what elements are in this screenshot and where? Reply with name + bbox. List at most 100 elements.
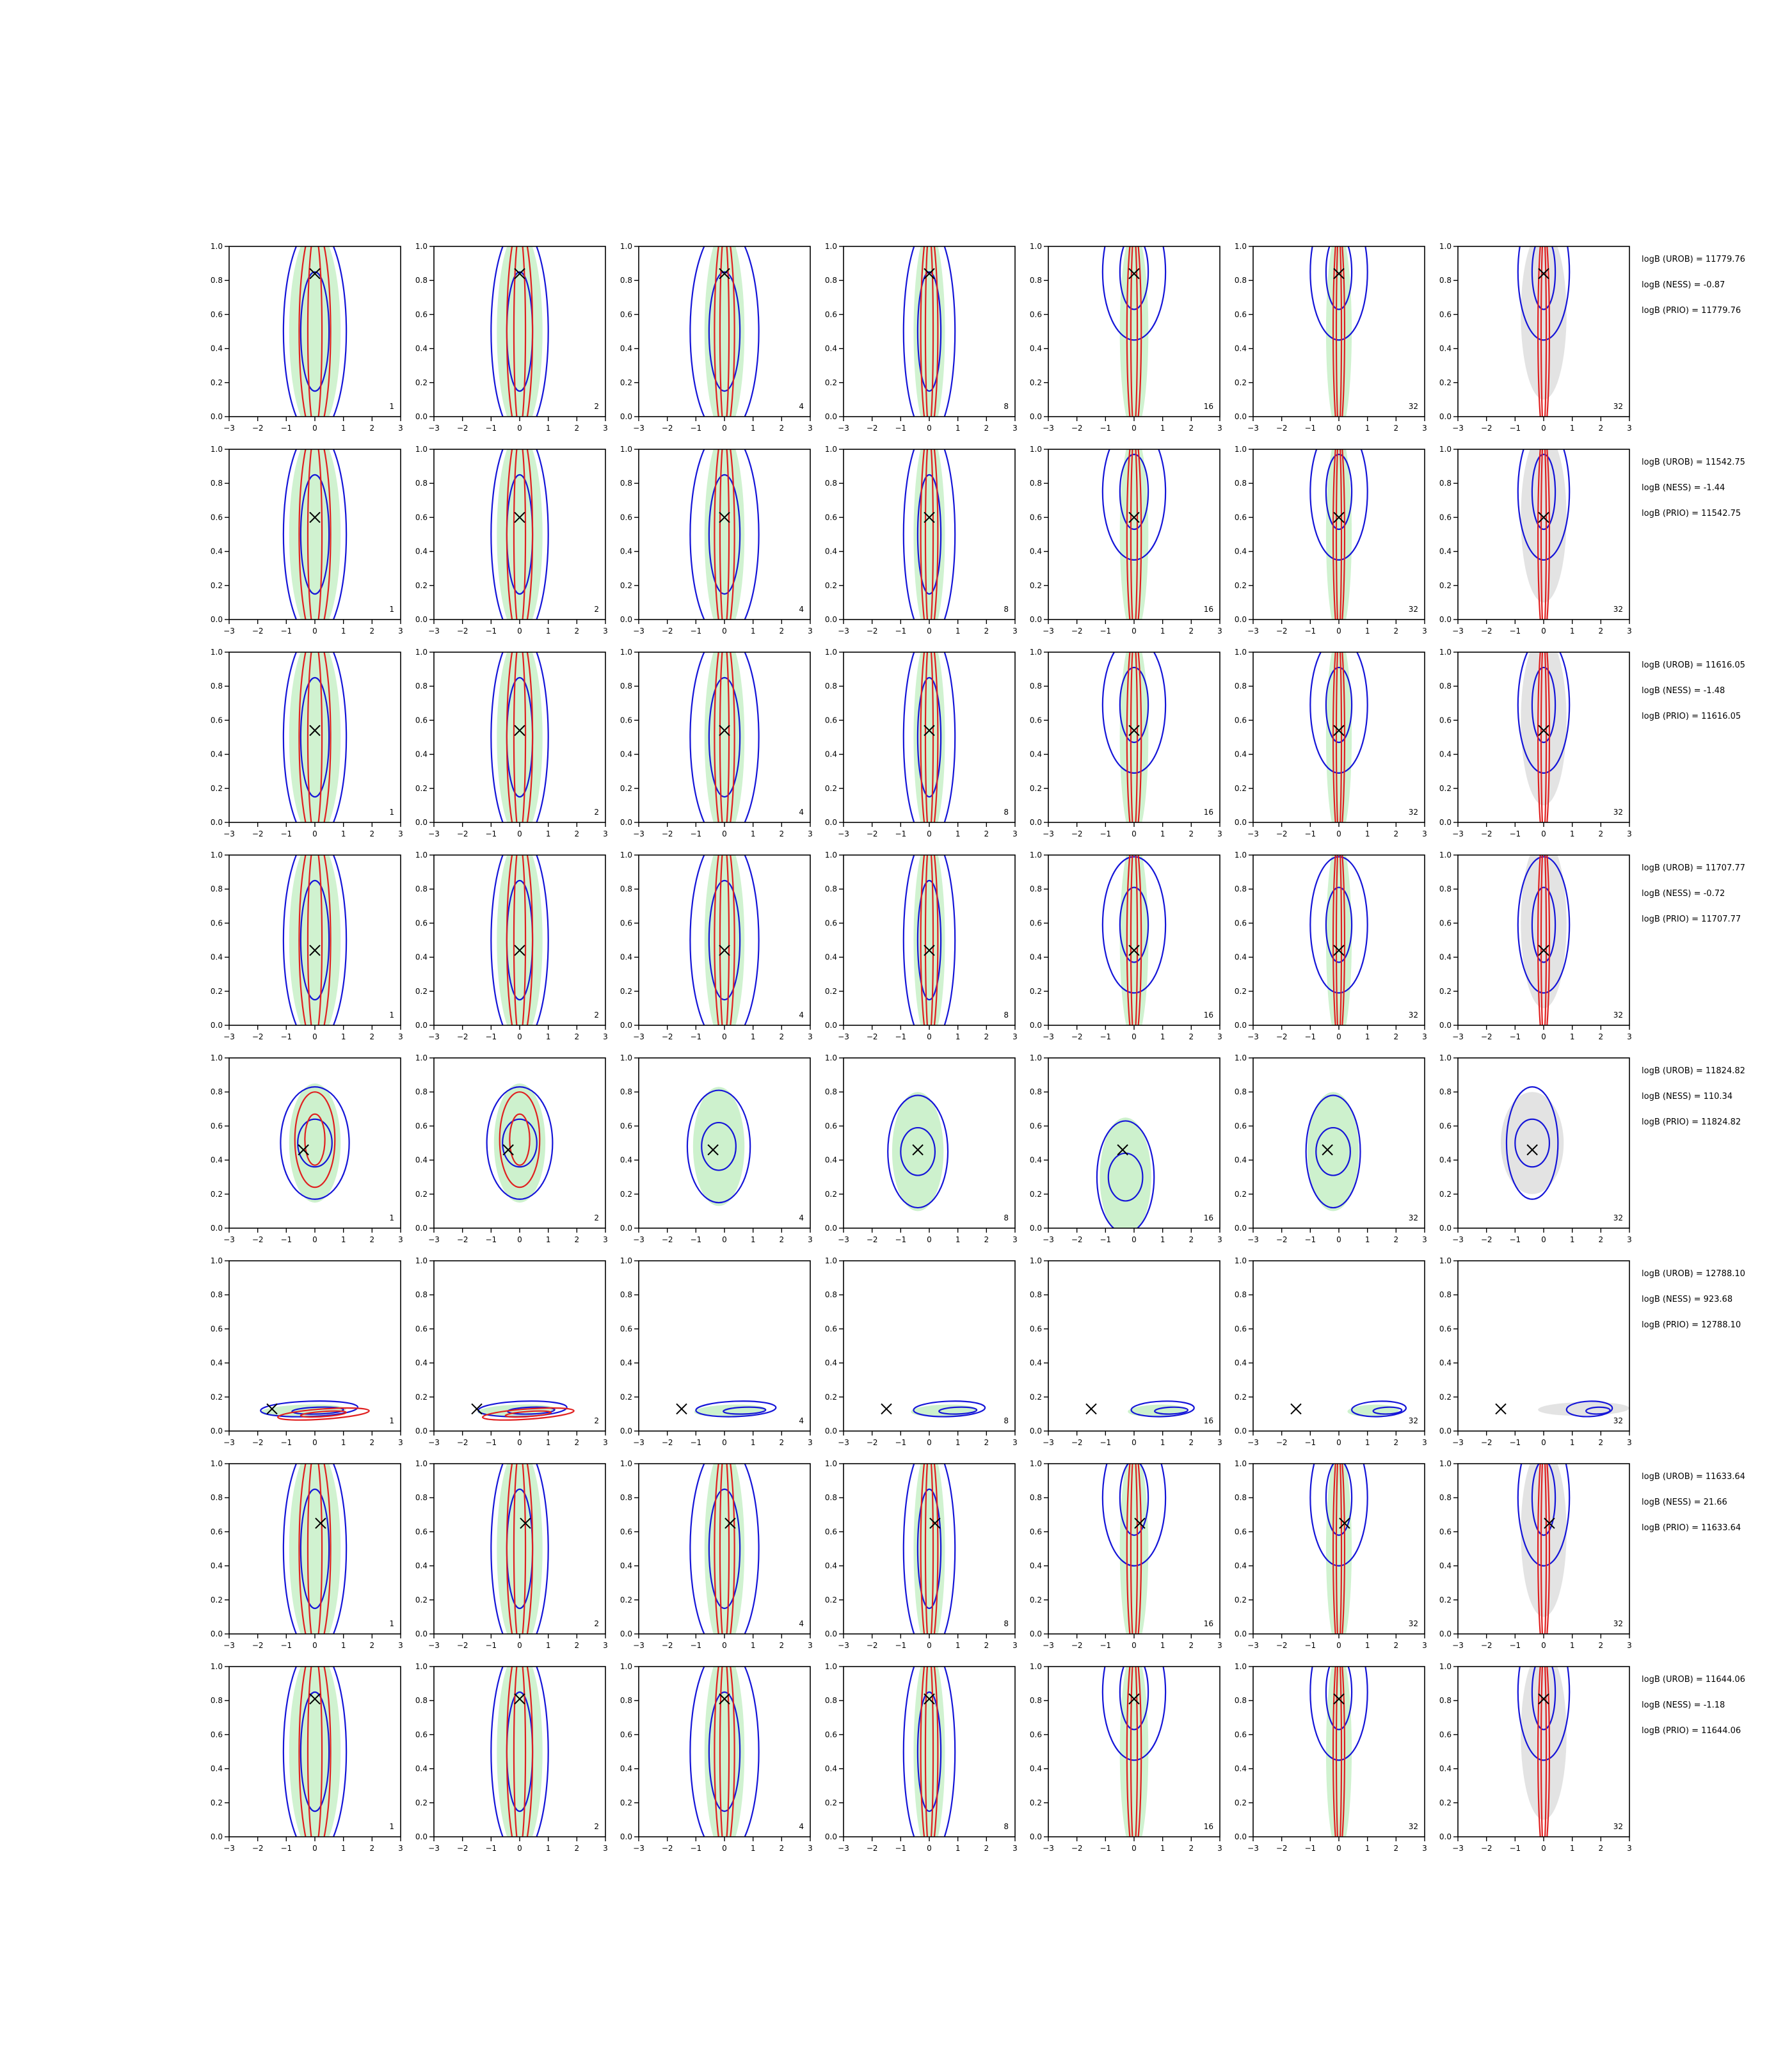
y-tick-label: 0.8 (415, 682, 428, 691)
truth-marker (1538, 511, 1549, 524)
red-contour-outer (298, 652, 332, 822)
x-tick-label: −3 (838, 627, 849, 636)
x-tick-label: −3 (223, 829, 235, 838)
green-fill (1119, 1667, 1149, 1837)
x-tick-label: 1 (1570, 1641, 1575, 1650)
x-tick-label: −3 (1452, 1032, 1464, 1041)
blue-contour-inner (1119, 886, 1149, 963)
y-tick-label: 0.4 (1030, 547, 1042, 556)
panel-r1-c5: −3 −2 −1 0 1 2 3 0.0 0.2 0.4 0.6 0.8 1.0 16 (1030, 242, 1222, 433)
red-contour-outer (1126, 1667, 1142, 1837)
y-tick-label: 0.0 (620, 1021, 632, 1030)
blue-contour-outer (1517, 856, 1571, 994)
y-tick-label: 0.2 (415, 1393, 428, 1402)
green-fill (289, 1464, 341, 1634)
panel-r5-c2: −3 −2 −1 0 1 2 3 0.0 0.2 0.4 0.6 0.8 1.0 2 (415, 1053, 608, 1244)
y-tick-label: 0.0 (1030, 1021, 1042, 1030)
logb-annotation: logB (PRIO) = 11542.75 (1642, 509, 1741, 518)
y-tick-label: 1.0 (1235, 1053, 1247, 1062)
x-tick-label: −1 (1304, 424, 1316, 433)
x-tick-label: −3 (1452, 1438, 1464, 1447)
y-tick-label: 0.8 (415, 1696, 428, 1705)
x-tick-label: −3 (633, 1438, 644, 1447)
y-tick-label: 0.6 (1235, 716, 1247, 724)
x-tick-label: 2 (1394, 1844, 1399, 1853)
truth-marker (315, 1517, 326, 1529)
panel-r6-c5: −3 −2 −1 0 1 2 3 0.0 0.2 0.4 0.6 0.8 1.0 16 (1030, 1256, 1222, 1447)
y-tick-label: 0.6 (211, 1527, 223, 1536)
panel-contours (1517, 1667, 1571, 1837)
panel-count-label: 8 (1004, 1619, 1009, 1628)
x-tick-label: 1 (341, 1235, 346, 1244)
y-tick-label: 0.6 (620, 716, 632, 724)
red-contour-outer (714, 855, 735, 1025)
y-tick-label: 0.4 (415, 953, 428, 962)
x-tick-label: 0 (1336, 1844, 1341, 1853)
blue-contour-inner (708, 474, 741, 595)
x-tick-label: −1 (485, 424, 497, 433)
truth-marker (514, 945, 525, 956)
y-tick-label: 0.8 (1235, 1696, 1247, 1705)
gray-fill (1521, 855, 1567, 1009)
x-tick-label: 3 (1422, 1032, 1427, 1041)
row-1: −3 −2 −1 0 1 2 3 0.0 0.2 0.4 0.6 0.8 1.0 1 −3 −2 −1 0 1 2 3 0… (211, 242, 1745, 433)
y-tick-label: 0.2 (415, 581, 428, 590)
y-tick-label: 1.0 (1439, 242, 1452, 251)
x-tick-label: 2 (370, 1032, 375, 1041)
y-tick-label: 0.6 (211, 310, 223, 319)
x-tick-label: −2 (867, 1641, 878, 1650)
x-tick-label: −1 (895, 1235, 906, 1244)
x-tick-label: −3 (633, 829, 644, 838)
panel-r1-c4: −3 −2 −1 0 1 2 3 0.0 0.2 0.4 0.6 0.8 1.0 8 (825, 242, 1018, 433)
x-tick-label: 1 (1365, 1032, 1370, 1041)
truth-marker-stroke-b (1322, 1144, 1333, 1156)
y-tick-label: 0.4 (825, 750, 837, 759)
x-tick-label: 1 (546, 424, 551, 433)
red-contour-outer (714, 1464, 735, 1634)
y-tick-label: 1.0 (211, 648, 223, 657)
y-tick-label: 0.4 (211, 1156, 223, 1165)
y-tick-label: 0.6 (211, 1730, 223, 1739)
x-tick-label: −1 (1304, 829, 1316, 838)
red-contour-inner (1540, 246, 1548, 417)
y-tick-label: 0.8 (620, 1087, 632, 1096)
y-tick-label: 0.0 (1439, 615, 1452, 624)
y-tick-label: 1.0 (620, 851, 632, 860)
y-tick-label: 0.2 (415, 784, 428, 793)
x-tick-label: 2 (575, 627, 580, 636)
y-tick-label: 0.0 (1439, 1832, 1452, 1841)
y-tick-label: 0.2 (1030, 1798, 1042, 1807)
y-tick-label: 0.8 (1235, 276, 1247, 285)
y-tick-label: 0.6 (1439, 513, 1452, 522)
panel-contours (490, 1667, 549, 1837)
red-contour-outer (482, 1407, 575, 1421)
x-tick-label: −1 (280, 627, 292, 636)
x-tick-label: 3 (603, 1235, 608, 1244)
row-8: −3 −2 −1 0 1 2 3 0.0 0.2 0.4 0.6 0.8 1.0 1 −3 −2 −1 0 1 2 3 0… (211, 1662, 1745, 1853)
blue-contour-outer (902, 1667, 956, 1837)
x-tick-label: −1 (280, 1438, 292, 1447)
blue-contour-inner (1531, 453, 1556, 531)
x-tick-label: −3 (1043, 1032, 1054, 1041)
y-tick-label: 0.4 (1030, 344, 1042, 353)
y-tick-label: 0.2 (415, 1798, 428, 1807)
y-tick-label: 1.0 (825, 445, 837, 454)
y-tick-label: 1.0 (1030, 1662, 1042, 1671)
truth-marker-stroke-b (724, 1517, 736, 1529)
x-tick-label: 3 (808, 1438, 813, 1447)
x-tick-label: 2 (1599, 1438, 1604, 1447)
x-tick-label: −2 (457, 1844, 468, 1853)
x-tick-label: 0 (312, 829, 317, 838)
x-tick-label: 1 (1160, 1844, 1165, 1853)
y-tick-label: 1.0 (620, 445, 632, 454)
x-tick-label: 0 (312, 627, 317, 636)
x-tick-label: 2 (370, 1641, 375, 1650)
panel-contours (260, 1400, 370, 1421)
red-contour-inner (307, 652, 323, 822)
x-tick-label: 3 (1422, 1438, 1427, 1447)
y-tick-label: 0.2 (620, 987, 632, 996)
y-tick-label: 0.8 (825, 1696, 837, 1705)
panel-count-label: 32 (1409, 605, 1418, 614)
x-tick-label: −2 (867, 829, 878, 838)
panel-count-label: 32 (1613, 808, 1623, 817)
